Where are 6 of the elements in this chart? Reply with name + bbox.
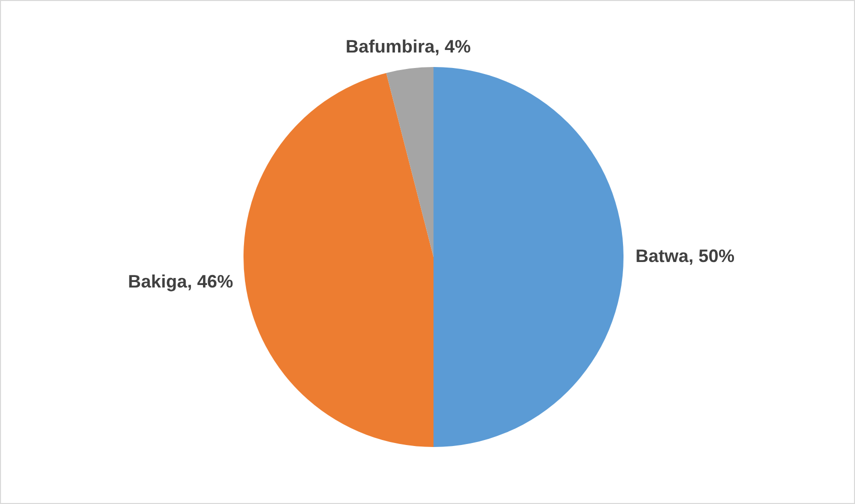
data-label: , 46% [187,271,234,292]
slice-label: Bafumbira [346,36,436,57]
slice-label: Bakiga [128,271,188,292]
slice-label: Batwa [636,246,690,266]
data-label: , 4% [434,36,471,57]
data-label: , 50% [688,246,735,266]
